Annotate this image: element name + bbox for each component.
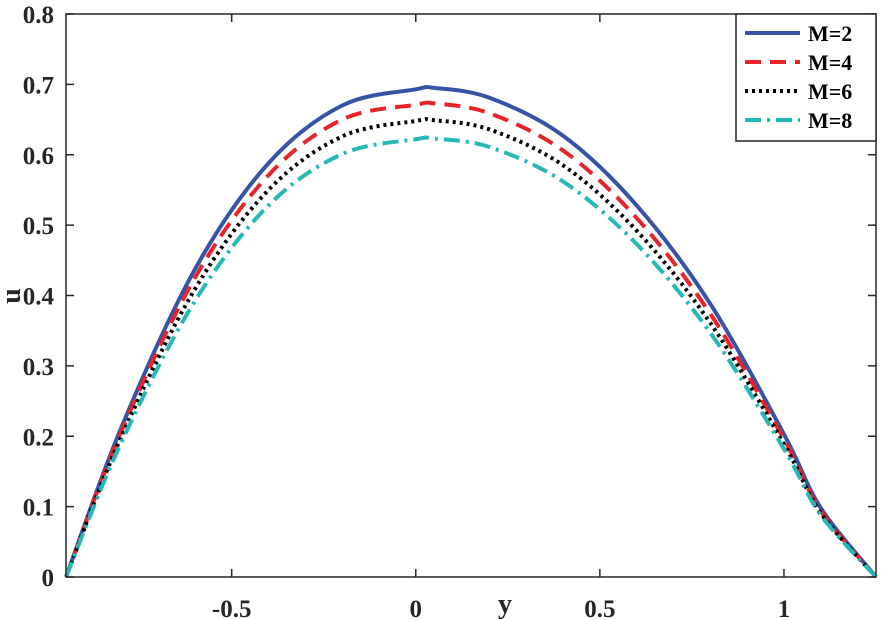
x-tick-label: -0.5: [212, 596, 252, 620]
y-tick-label: 0.2: [23, 424, 54, 451]
ticks-group: -0.5 0 0.5 1 0 0.1 0.2 0.3 0.4 0.5 0.6 0.7 0.8: [23, 2, 876, 620]
series-line-3: [64, 117, 878, 579]
y-tick-label: 0.4: [23, 284, 55, 311]
plot-area: [64, 84, 878, 579]
y-tick-label: 0.3: [23, 354, 54, 381]
y-tick-label: 0.6: [23, 143, 54, 170]
legend-label-2: M=4: [808, 50, 852, 75]
x-tick-label: 1: [778, 596, 791, 620]
legend-label-1: M=2: [808, 21, 852, 46]
y-tick-label: 0.1: [23, 495, 54, 522]
series-line-1: [64, 84, 878, 579]
legend: M=2 M=4 M=6 M=8: [735, 13, 877, 142]
series-line-2: [64, 100, 878, 579]
y-tick-label: 0.8: [23, 2, 54, 29]
x-axis-title: y: [498, 589, 512, 620]
legend-label-3: M=6: [808, 79, 852, 104]
y-tick-label: 0: [42, 565, 55, 592]
x-tick-label: 0.5: [584, 596, 615, 620]
legend-label-4: M=8: [808, 108, 852, 133]
series-line-4: [64, 135, 878, 579]
y-tick-label: 0.5: [23, 213, 54, 240]
y-axis-title: u: [0, 288, 27, 304]
y-tick-label: 0.7: [23, 72, 54, 99]
x-tick-label: 0: [410, 596, 423, 620]
